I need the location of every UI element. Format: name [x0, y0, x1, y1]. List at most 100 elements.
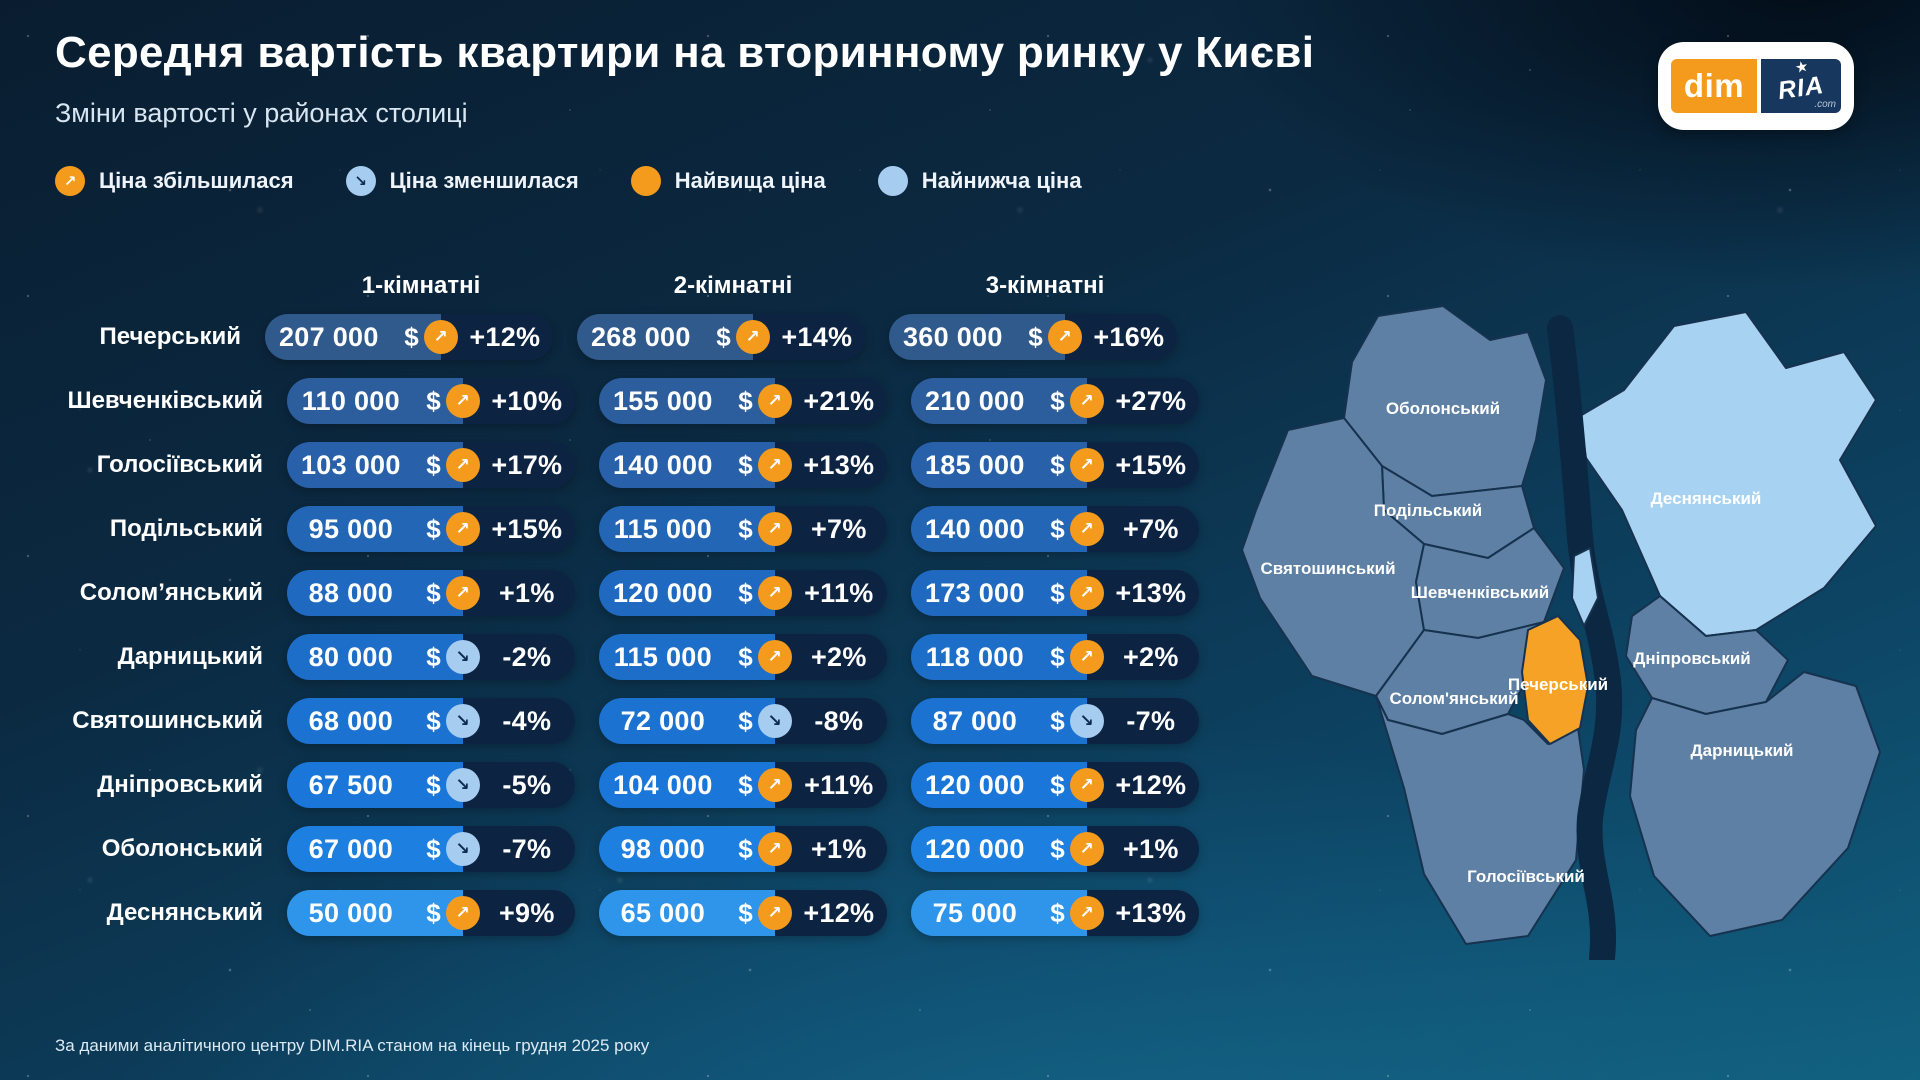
price-value: 65 000 [620, 897, 706, 928]
currency-sign: $ [738, 833, 753, 864]
legend-item: ↗ Ціна збільшилася [55, 166, 294, 196]
price-value: 67 500 [308, 769, 394, 800]
change-segment: +7% [774, 506, 887, 552]
change-segment: +1% [774, 826, 887, 872]
trend-down-icon: ↘ [445, 768, 480, 802]
currency-sign: $ [426, 833, 441, 864]
table-row: Оболонський 67 000 $ -7% ↘ 98 000 $ +1% … [55, 826, 1199, 872]
price-value: 72 000 [620, 705, 706, 736]
trend-up-icon: ↗ [1069, 384, 1104, 418]
price-segment: 120 000 $ [911, 762, 1087, 808]
change-segment: +13% [1086, 570, 1199, 616]
change-value: -7% [502, 833, 552, 864]
district-obolonskyi [1343, 305, 1547, 497]
table-row: Святошинський 68 000 $ -4% ↘ 72 000 $ -8… [55, 698, 1199, 744]
price-pill: 120 000 $ +12% ↗ [911, 762, 1199, 808]
price-segment: 88 000 $ [287, 570, 463, 616]
legend: ↗ Ціна збільшилася ↘ Ціна зменшилася Най… [55, 166, 1082, 196]
trend-up-icon: ↗ [1069, 448, 1104, 482]
dimria-logo[interactable]: dim ★ RIA .com [1658, 42, 1854, 130]
change-segment: +12% [774, 890, 887, 936]
district-label: Печерський [99, 323, 241, 350]
change-value: +9% [498, 897, 555, 928]
currency-sign: $ [738, 641, 753, 672]
table-row: Печерський 207 000 $ +12% ↗ 268 000 $ +1… [33, 314, 1199, 360]
currency-sign: $ [1050, 833, 1065, 864]
change-value: -4% [502, 705, 552, 736]
currency-sign: $ [738, 769, 753, 800]
currency-sign: $ [426, 577, 441, 608]
price-value: 210 000 [924, 385, 1025, 416]
currency-sign: $ [1050, 385, 1065, 416]
price-value: 115 000 [613, 641, 712, 672]
trend-down-icon: ↘ [1069, 704, 1104, 738]
map-label-podilskyi: Подільський [1374, 501, 1482, 520]
price-pill: 67 500 $ -5% ↘ [287, 762, 575, 808]
price-pill: 360 000 $ +16% ↗ [889, 314, 1177, 360]
trend-up-icon: ↗ [1069, 640, 1104, 674]
trend-up-icon: ↗ [1069, 896, 1104, 930]
currency-sign: $ [426, 449, 441, 480]
map-label-pecherskyi: Печерський [1508, 675, 1608, 694]
price-segment: 207 000 $ [265, 314, 441, 360]
price-pill: 173 000 $ +13% ↗ [911, 570, 1199, 616]
trend-up-icon: ↗ [423, 320, 458, 354]
price-pill: 88 000 $ +1% ↗ [287, 570, 575, 616]
price-pill: 120 000 $ +1% ↗ [911, 826, 1199, 872]
district-pecherskyi [1521, 615, 1589, 745]
ria-com-text: .com [1814, 99, 1836, 110]
currency-sign: $ [1050, 513, 1065, 544]
change-value: +2% [810, 641, 867, 672]
currency-sign: $ [426, 769, 441, 800]
price-value: 140 000 [612, 449, 713, 480]
price-value: 120 000 [924, 769, 1025, 800]
price-segment: 68 000 $ [287, 698, 463, 744]
price-segment: 98 000 $ [599, 826, 775, 872]
legend-item: Найнижча ціна [877, 166, 1082, 196]
price-segment: 104 000 $ [599, 762, 775, 808]
price-segment: 155 000 $ [599, 378, 775, 424]
kyiv-districts-map: Оболонський Подільський Святошинський Ше… [1241, 305, 1881, 960]
price-pill: 80 000 $ -2% ↘ [287, 634, 575, 680]
change-segment: +17% [462, 442, 575, 488]
change-value: +10% [491, 385, 563, 416]
price-segment: 118 000 $ [911, 634, 1087, 680]
price-segment: 87 000 $ [911, 698, 1087, 744]
legend-label: Найнижча ціна [921, 168, 1082, 193]
ria-logo-box: ★ RIA .com [1761, 58, 1841, 113]
district-darnytskyi [1629, 671, 1881, 937]
legend-label: Найвища ціна [674, 168, 826, 193]
price-value: 75 000 [932, 897, 1018, 928]
district-desnianskyi [1579, 311, 1877, 637]
change-value: +7% [1122, 513, 1179, 544]
currency-sign: $ [1050, 577, 1065, 608]
change-value: +1% [1122, 833, 1179, 864]
district-label: Оболонський [101, 835, 263, 862]
price-pill: 210 000 $ +27% ↗ [911, 378, 1199, 424]
change-value: +16% [1093, 321, 1165, 352]
change-segment: +7% [1086, 506, 1199, 552]
change-segment: +1% [462, 570, 575, 616]
change-segment: +27% [1086, 378, 1199, 424]
legend-down-icon: ↘ [345, 166, 376, 196]
trend-up-icon: ↗ [445, 896, 480, 930]
price-segment: 110 000 $ [287, 378, 463, 424]
price-value: 120 000 [924, 833, 1025, 864]
change-value: -5% [502, 769, 552, 800]
trend-up-icon: ↗ [1047, 320, 1082, 354]
district-label: Святошинський [72, 707, 263, 734]
column-header-3-room: 3-кімнатні [985, 272, 1105, 299]
dim-logo-box: dim [1671, 59, 1757, 113]
change-value: +21% [803, 385, 875, 416]
currency-sign: $ [426, 641, 441, 672]
trend-up-icon: ↗ [757, 832, 792, 866]
change-value: +15% [491, 513, 563, 544]
table-body: Печерський 207 000 $ +12% ↗ 268 000 $ +1… [55, 314, 1199, 936]
change-value: +13% [1115, 577, 1187, 608]
change-segment: +13% [774, 442, 887, 488]
change-segment: +1% [1086, 826, 1199, 872]
price-value: 67 000 [308, 833, 394, 864]
price-segment: 120 000 $ [599, 570, 775, 616]
map-label-holosiivskyi: Голосіївський [1467, 867, 1585, 886]
change-segment: +14% [752, 314, 865, 360]
